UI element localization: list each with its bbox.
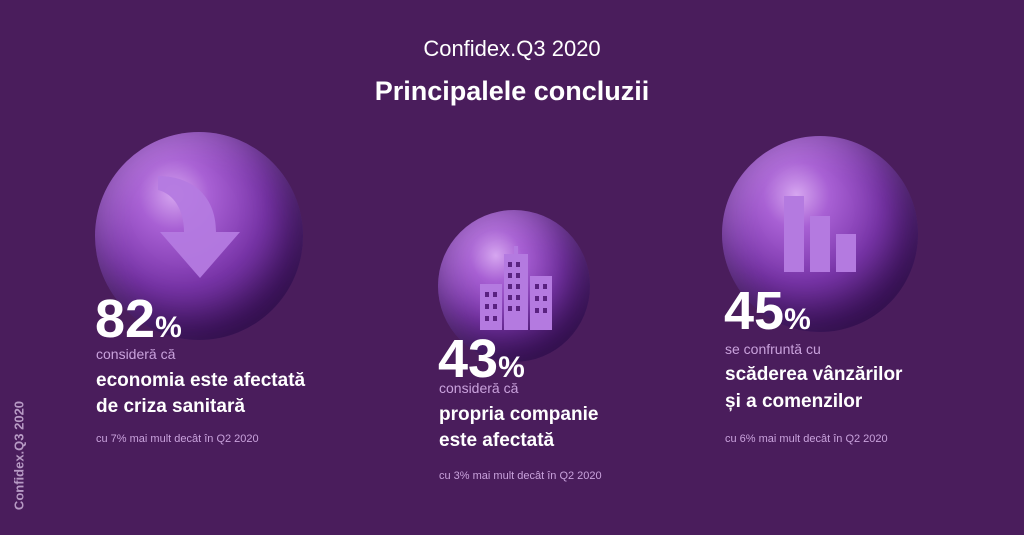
header-subtitle: Confidex.Q3 2020	[423, 36, 601, 61]
stat-line-1: scăderea vânzărilor	[725, 364, 903, 385]
buildings-icon	[480, 246, 552, 330]
stat-line-2: și a comenzilor	[725, 391, 863, 412]
stat-lead: consideră că	[439, 380, 519, 396]
side-label: Confidex.Q3 2020	[11, 400, 27, 511]
arrow-down-icon	[158, 176, 240, 278]
stat-line-1: economia este afectată	[96, 370, 306, 391]
stat-note: cu 3% mai mult decât în Q2 2020	[439, 470, 602, 482]
stat-value: 82%	[95, 289, 182, 349]
page-title: Principalele concluzii	[374, 76, 650, 106]
stat-line-1: propria companie	[439, 404, 599, 425]
stat-lead: se confruntă cu	[725, 341, 821, 357]
stat-note: cu 6% mai mult decât în Q2 2020	[725, 433, 888, 445]
stat-lead: consideră că	[96, 346, 176, 362]
stat-value: 43%	[438, 329, 525, 389]
stat-line-2: este afectată	[439, 430, 555, 451]
stat-line-2: de criza sanitară	[96, 396, 245, 417]
stat-note: cu 7% mai mult decât în Q2 2020	[96, 433, 259, 445]
bar-chart-icon	[784, 196, 856, 272]
stat-value: 45%	[724, 281, 811, 341]
